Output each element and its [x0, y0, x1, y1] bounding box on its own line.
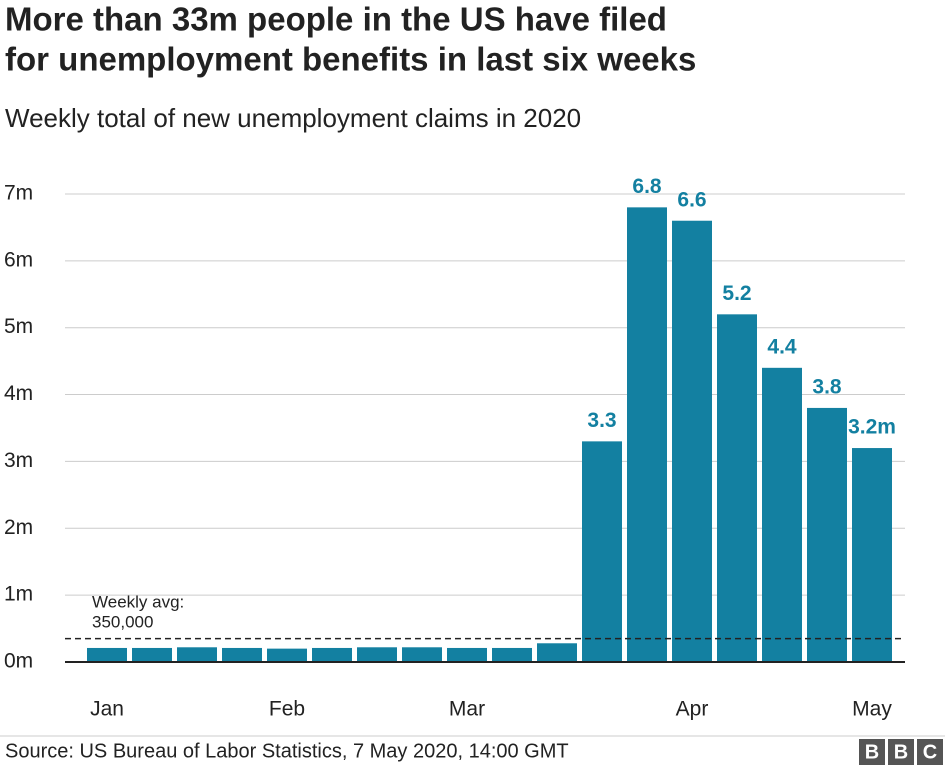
x-tick-label: Jan	[90, 698, 124, 721]
chart-subtitle: Weekly total of new unemployment claims …	[5, 103, 581, 133]
y-tick-label: 6m	[4, 248, 33, 271]
bar	[222, 647, 262, 662]
logo-block	[888, 739, 914, 765]
bar	[717, 314, 757, 662]
y-tick-label: 0m	[4, 650, 33, 673]
bar	[312, 647, 352, 662]
x-tick-label: Apr	[676, 698, 709, 721]
reference-label: Weekly avg:	[92, 592, 184, 611]
logo-block	[917, 739, 943, 765]
bar	[807, 407, 847, 662]
value-label: 6.8	[632, 175, 662, 198]
y-tick-label: 2m	[4, 516, 33, 539]
bar	[762, 367, 802, 662]
chart-title: for unemployment benefits in last six we…	[5, 41, 696, 78]
y-tick-label: 5m	[4, 315, 33, 338]
y-tick-label: 7m	[4, 182, 33, 205]
x-tick-label: Mar	[449, 698, 485, 721]
logo-letter: B	[894, 741, 908, 763]
x-tick-label: Feb	[269, 698, 305, 721]
y-tick-label: 4m	[4, 382, 33, 405]
logo-letter: B	[865, 741, 879, 763]
value-label: 5.2	[722, 282, 751, 305]
reference-label: 350,000	[92, 612, 153, 631]
source: Source: US Bureau of Labor Statistics, 7…	[5, 740, 569, 762]
bar	[132, 647, 172, 662]
bar	[402, 647, 442, 662]
y-tick-label: 3m	[4, 449, 33, 472]
x-tick-label: May	[852, 698, 892, 721]
bar	[492, 647, 532, 662]
value-label: 4.4	[767, 335, 797, 358]
value-label: 3.2m	[848, 416, 896, 439]
value-label: 3.3	[587, 409, 616, 432]
bar	[177, 647, 217, 662]
logo-block	[859, 739, 885, 765]
bar	[672, 220, 712, 662]
value-label: 3.8	[812, 375, 842, 398]
bar	[537, 643, 577, 662]
y-tick-label: 1m	[4, 583, 33, 606]
bar	[852, 448, 892, 662]
bar	[447, 647, 487, 662]
bar	[357, 647, 397, 662]
bar	[582, 441, 622, 662]
chart-title: More than 33m people in the US have file…	[5, 1, 667, 38]
bar	[627, 207, 667, 663]
bar	[267, 648, 307, 662]
bar	[87, 647, 127, 662]
value-label: 6.6	[677, 188, 706, 211]
logo-letter: C	[923, 741, 937, 763]
